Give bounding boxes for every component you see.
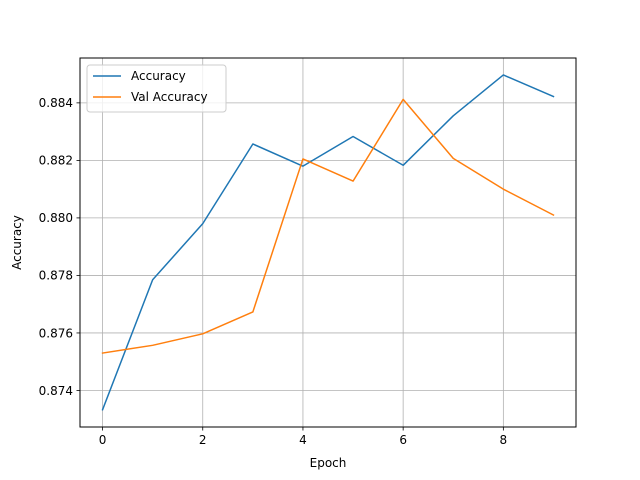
x-tick-label: 4: [299, 433, 307, 447]
grid: [80, 58, 576, 427]
x-tick-label: 6: [399, 433, 407, 447]
legend: Accuracy Val Accuracy: [86, 64, 227, 113]
y-tick-label: 0.874: [39, 384, 73, 398]
series-line-accuracy: [101, 74, 555, 411]
legend-label-val-accuracy: Val Accuracy: [131, 90, 208, 104]
y-axis: 0.874 0.876 0.878 0.880 0.882 0.884: [39, 96, 80, 398]
series-lines: [101, 74, 555, 411]
y-tick-label: 0.878: [39, 269, 73, 283]
x-tick-label: 8: [500, 433, 508, 447]
plot-area-background: [80, 58, 576, 427]
legend-label-accuracy: Accuracy: [131, 69, 186, 83]
x-tick-label: 0: [99, 433, 107, 447]
legend-box: [86, 64, 227, 113]
x-tick-label: 2: [199, 433, 207, 447]
y-tick-label: 0.884: [39, 96, 73, 110]
y-tick-label: 0.880: [39, 211, 73, 225]
x-axis: 0 2 4 6 8: [99, 427, 507, 447]
x-axis-label: Epoch: [310, 456, 347, 470]
y-tick-label: 0.882: [39, 154, 73, 168]
y-tick-label: 0.876: [39, 326, 73, 340]
plot-frame: [79, 57, 577, 428]
y-axis-label: Accuracy: [10, 215, 24, 270]
series-line-val-accuracy: [101, 98, 555, 354]
